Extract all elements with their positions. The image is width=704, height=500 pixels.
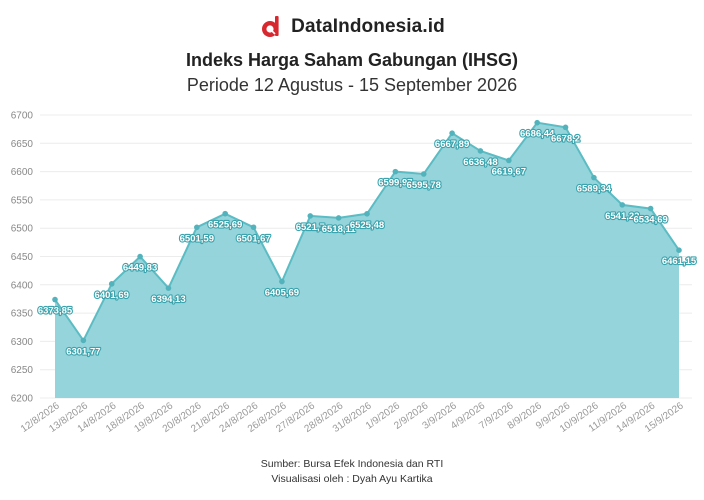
data-point bbox=[619, 202, 626, 208]
data-label: 6501,67 bbox=[236, 233, 270, 244]
data-point bbox=[392, 168, 399, 175]
data-point bbox=[534, 119, 540, 126]
data-label: 6619,67 bbox=[492, 166, 526, 177]
y-tick-label: 6200 bbox=[11, 394, 34, 405]
y-tick-label: 6650 bbox=[11, 139, 34, 150]
chart-title: Indeks Harga Saham Gabungan (IHSG) bbox=[185, 50, 519, 70]
data-label: 6589,34 bbox=[577, 184, 612, 195]
data-label: 6686,44 bbox=[520, 129, 555, 140]
data-label: 6518,11 bbox=[322, 224, 357, 235]
data-point bbox=[194, 224, 200, 231]
data-point bbox=[52, 296, 58, 303]
data-label: 6599,97 bbox=[378, 178, 412, 189]
data-label: 6394,13 bbox=[151, 294, 185, 305]
dataindonesia-logo-icon bbox=[262, 16, 279, 37]
data-points bbox=[52, 119, 682, 344]
data-label: 6678,2 bbox=[551, 133, 580, 144]
chart-subtitle: Periode 12 Agustus - 15 September 2026 bbox=[186, 75, 518, 95]
data-label: 6521,7 bbox=[296, 222, 325, 233]
data-point bbox=[279, 278, 285, 285]
data-point bbox=[108, 281, 115, 287]
data-point bbox=[420, 171, 427, 177]
y-tick-label: 6400 bbox=[11, 280, 34, 291]
y-axis-ticks: 6200 6250 6300 6350 6400 6450 6500 6550 6600 6650… bbox=[11, 111, 34, 405]
brand-header: DataIndonesia.id bbox=[0, 12, 704, 42]
data-label: 6636,48 bbox=[463, 157, 497, 168]
footer-source: Sumber: Bursa Efek Indonesia dan RTI bbox=[260, 458, 444, 470]
data-label: 6301,77 bbox=[66, 346, 100, 357]
y-tick-label: 6300 bbox=[11, 337, 34, 348]
y-tick-label: 6700 bbox=[11, 111, 34, 122]
x-axis-ticks: 12/8/202613/8/202614/8/202618/8/202619/8… bbox=[19, 400, 686, 435]
data-point bbox=[676, 247, 682, 253]
footer-credit: Visualisasi oleh : Dyah Ayu Kartika bbox=[271, 473, 433, 485]
data-label: 6525,48 bbox=[350, 220, 384, 231]
data-point bbox=[647, 205, 654, 212]
data-point bbox=[137, 253, 143, 260]
data-label: 6501,59 bbox=[180, 233, 214, 244]
area-fill bbox=[55, 122, 679, 398]
data-point bbox=[364, 210, 370, 217]
data-label: 6401,69 bbox=[95, 290, 129, 301]
data-point bbox=[449, 130, 455, 136]
data-label: 6667,89 bbox=[435, 139, 469, 150]
data-label: 6373,85 bbox=[38, 306, 73, 317]
y-tick-label: 6600 bbox=[11, 167, 34, 178]
y-tick-label: 6450 bbox=[11, 252, 34, 263]
data-point bbox=[591, 174, 597, 181]
y-tick-label: 6550 bbox=[11, 195, 34, 206]
data-point bbox=[477, 148, 484, 154]
data-point bbox=[562, 124, 569, 131]
data-label: 6541,22 bbox=[605, 211, 639, 222]
y-tick-label: 6350 bbox=[11, 309, 34, 320]
y-tick-label: 6250 bbox=[11, 365, 34, 376]
data-label: 6534,69 bbox=[633, 215, 667, 226]
data-label: 6525,69 bbox=[208, 220, 242, 231]
data-point bbox=[80, 337, 87, 344]
y-tick-label: 6500 bbox=[11, 224, 34, 235]
brand-name: DataIndonesia.id bbox=[291, 16, 445, 37]
data-point bbox=[250, 224, 257, 231]
data-label: 6449,83 bbox=[123, 263, 157, 274]
data-labels: 6373,85 6301,77 6401,69 6449,83 6394,13 6501,… bbox=[37, 128, 698, 359]
data-label: 6595,78 bbox=[407, 180, 441, 191]
data-label: 6405,69 bbox=[265, 288, 299, 299]
data-point bbox=[335, 215, 342, 221]
data-point bbox=[165, 285, 172, 291]
data-label: 6461,15 bbox=[662, 256, 697, 267]
data-point bbox=[307, 213, 314, 219]
data-point bbox=[222, 210, 228, 217]
data-point bbox=[506, 157, 512, 164]
